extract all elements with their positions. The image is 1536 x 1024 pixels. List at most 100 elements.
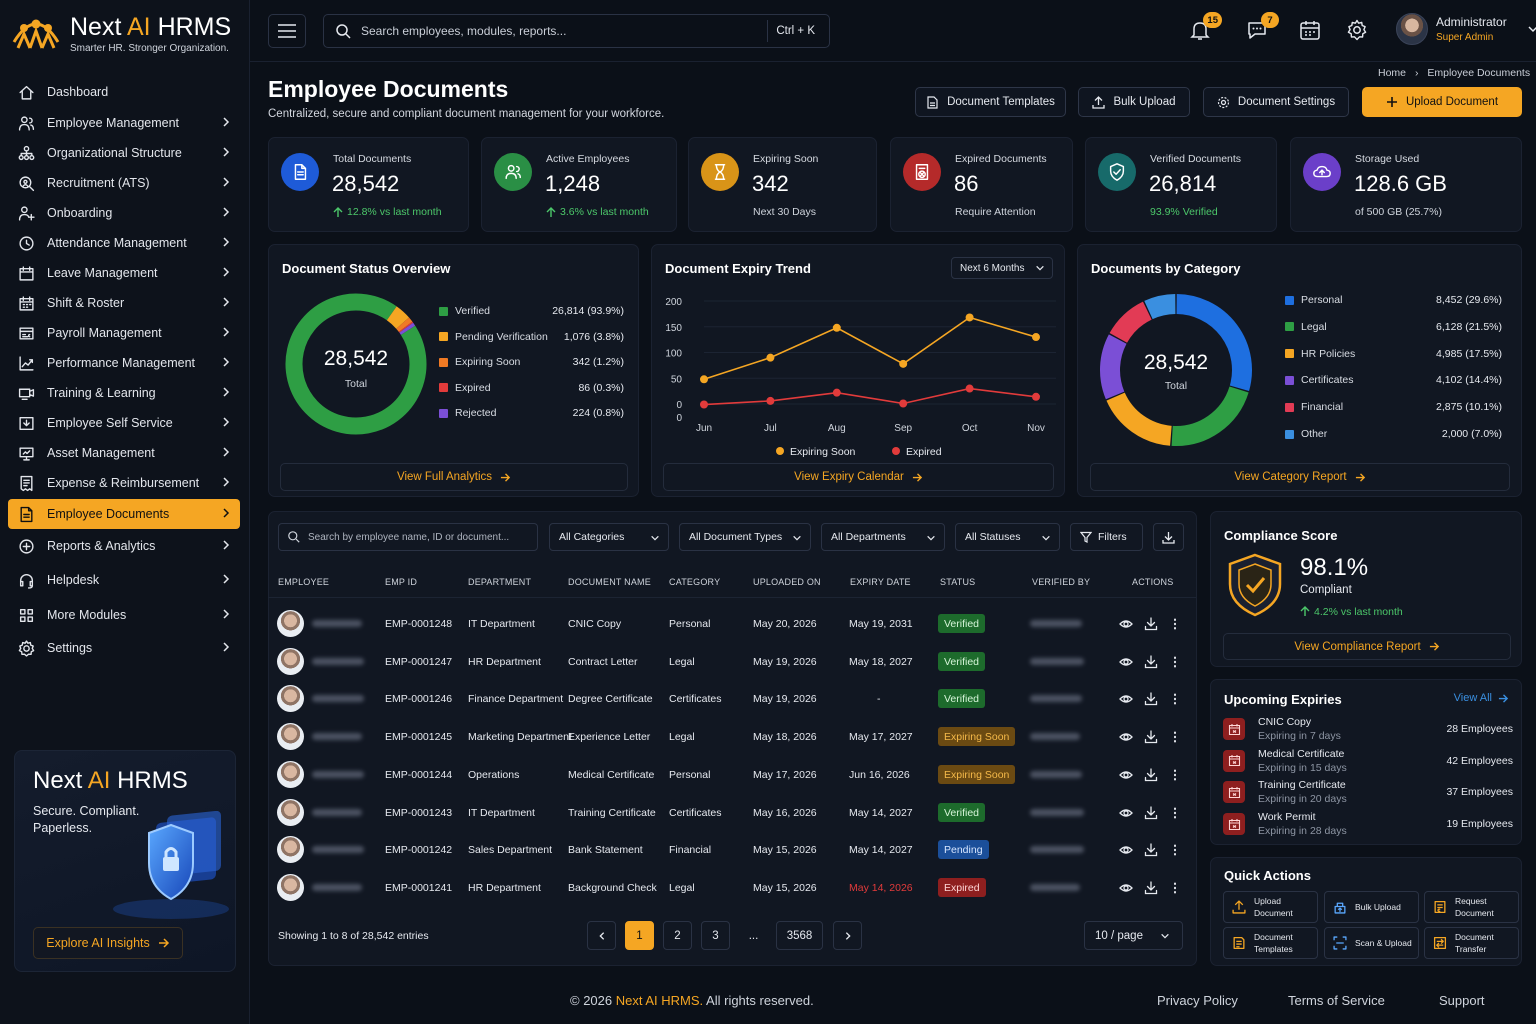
pagination-page-button[interactable]: 1 (625, 921, 654, 950)
table-row[interactable]: EMP-0001241 HR Department Background Check… (268, 869, 1196, 907)
sidebar-item-recruitment-ats[interactable]: Recruitment (ATS) (8, 168, 240, 198)
donut-slice-expiring-soon[interactable] (396, 317, 413, 332)
upcoming-expiry-item[interactable]: CNIC Copy Expiring in 7 days 28 Employees (1223, 716, 1513, 748)
kpi-card-storage-used[interactable]: Storage Used 128.6 GB of 500 GB (25.7%) (1290, 137, 1522, 232)
footer-privacy-link[interactable]: Privacy Policy (1157, 993, 1238, 1008)
explore-ai-insights-button[interactable]: Explore AI Insights (33, 927, 183, 959)
quick-action-bulk-upload[interactable]: Bulk Upload (1324, 891, 1419, 923)
download-icon[interactable] (1144, 692, 1158, 706)
download-icon[interactable] (1144, 730, 1158, 744)
more-vertical-icon[interactable] (1168, 655, 1182, 669)
kpi-card-total-documents[interactable]: Total Documents 28,542 12.8% vs last month (268, 137, 469, 232)
column-header[interactable]: DOCUMENT NAME (568, 577, 651, 587)
more-vertical-icon[interactable] (1168, 843, 1182, 857)
quick-action-document-transfer[interactable]: Document Transfer (1424, 927, 1519, 959)
sidebar-item-asset-management[interactable]: Asset Management (8, 438, 240, 468)
data-point[interactable] (832, 388, 841, 397)
sidebar-item-shift-roster[interactable]: Shift & Roster (8, 288, 240, 318)
data-point[interactable] (1032, 333, 1040, 342)
view-full-analytics-link[interactable]: View Full Analytics (280, 463, 628, 491)
donut-slice-other[interactable] (1144, 294, 1176, 320)
more-vertical-icon[interactable] (1168, 730, 1182, 744)
data-point[interactable] (766, 353, 775, 362)
department-filter-select[interactable]: All Departments (821, 523, 945, 551)
view-expiry-calendar-link[interactable]: View Expiry Calendar (663, 463, 1054, 491)
data-point[interactable] (766, 396, 775, 405)
table-row[interactable]: EMP-0001244 Operations Medical Certificate… (268, 756, 1196, 794)
category-filter-select[interactable]: All Categories (549, 523, 669, 551)
kpi-card-expiring-soon[interactable]: Expiring Soon 342 Next 30 Days (688, 137, 877, 232)
data-point[interactable] (899, 359, 908, 368)
data-point[interactable] (965, 313, 974, 322)
table-row[interactable]: EMP-0001247 HR Department Contract Letter L… (268, 643, 1196, 681)
column-header[interactable]: ACTIONS (1132, 577, 1174, 587)
donut-slice-hr-policies[interactable] (1106, 392, 1173, 446)
sidebar-item-employee-management[interactable]: Employee Management (8, 108, 240, 138)
table-search-input[interactable]: Search by employee name, ID or document.… (278, 523, 538, 551)
download-icon[interactable] (1144, 806, 1158, 820)
quick-action-scan-upload[interactable]: Scan & Upload (1324, 927, 1419, 959)
quick-action-request-document[interactable]: Request Document (1424, 891, 1519, 923)
column-header[interactable]: CATEGORY (669, 577, 721, 587)
notifications-button[interactable]: 15 (1188, 12, 1222, 42)
download-icon[interactable] (1144, 617, 1158, 631)
more-vertical-icon[interactable] (1168, 692, 1182, 706)
brand-logo[interactable]: Next AI HRMS Smarter HR. Stronger Organi… (10, 12, 231, 54)
donut-slice-certificates[interactable] (1100, 334, 1127, 400)
sidebar-item-reports-analytics[interactable]: Reports & Analytics (8, 531, 240, 561)
calendar-button[interactable] (1298, 18, 1322, 42)
footer-terms-link[interactable]: Terms of Service (1288, 993, 1385, 1008)
upload-document-button[interactable]: Upload Document (1362, 87, 1522, 117)
eye-icon[interactable] (1119, 617, 1133, 631)
pagination-page-button[interactable]: 2 (663, 921, 692, 950)
column-header[interactable]: DEPARTMENT (468, 577, 532, 587)
bulk-upload-button[interactable]: Bulk Upload (1078, 87, 1190, 117)
download-icon[interactable] (1144, 655, 1158, 669)
sidebar-item-training-learning[interactable]: Training & Learning (8, 378, 240, 408)
more-vertical-icon[interactable] (1168, 881, 1182, 895)
table-row[interactable]: EMP-0001245 Marketing Department Experienc… (268, 718, 1196, 756)
pagination-next-button[interactable] (833, 921, 862, 950)
quick-action-document-templates[interactable]: Document Templates (1223, 927, 1318, 959)
more-vertical-icon[interactable] (1168, 768, 1182, 782)
column-header[interactable]: STATUS (940, 577, 976, 587)
messages-button[interactable]: 7 (1245, 12, 1279, 42)
document-type-filter-select[interactable]: All Document Types (679, 523, 811, 551)
document-templates-button[interactable]: Document Templates (915, 87, 1066, 117)
eye-icon[interactable] (1119, 843, 1133, 857)
sidebar-item-organizational-structure[interactable]: Organizational Structure (8, 138, 240, 168)
kpi-card-expired-documents[interactable]: Expired Documents 86 Require Attention (890, 137, 1073, 232)
eye-icon[interactable] (1119, 692, 1133, 706)
breadcrumb-home[interactable]: Home (1378, 67, 1407, 79)
sidebar-item-employee-self-service[interactable]: Employee Self Service (8, 408, 240, 438)
eye-icon[interactable] (1119, 768, 1133, 782)
sidebar-item-payroll-management[interactable]: Payroll Management (8, 318, 240, 348)
sidebar-item-more-modules[interactable]: More Modules (8, 600, 240, 630)
column-header[interactable]: EMPLOYEE (278, 577, 330, 587)
user-menu[interactable]: Administrator Super Admin (1396, 13, 1536, 45)
upcoming-view-all-link[interactable]: View All (1454, 692, 1509, 704)
more-vertical-icon[interactable] (1168, 617, 1182, 631)
donut-slice-legal[interactable] (1171, 386, 1249, 446)
sidebar-item-onboarding[interactable]: Onboarding (8, 198, 240, 228)
table-row[interactable]: EMP-0001243 IT Department Training Certifi… (268, 794, 1196, 832)
eye-icon[interactable] (1119, 730, 1133, 744)
table-row[interactable]: EMP-0001242 Sales Department Bank Statemen… (268, 831, 1196, 869)
status-filter-select[interactable]: All Statuses (955, 523, 1060, 551)
data-point[interactable] (965, 384, 974, 393)
data-point[interactable] (899, 399, 908, 408)
upcoming-expiry-item[interactable]: Work Permit Expiring in 28 days 19 Employe… (1223, 811, 1513, 843)
column-header[interactable]: EXPIRY DATE (850, 577, 911, 587)
data-point[interactable] (1032, 392, 1040, 401)
data-point[interactable] (700, 400, 708, 409)
table-row[interactable]: EMP-0001248 IT Department CNIC Copy Persona… (268, 605, 1196, 643)
donut-slice-verified[interactable] (285, 293, 427, 435)
quick-action-upload-document[interactable]: Upload Document (1223, 891, 1318, 923)
data-point[interactable] (832, 323, 841, 332)
donut-slice-pending-verification[interactable] (386, 306, 410, 329)
export-button[interactable] (1153, 523, 1184, 551)
global-search-input[interactable]: Search employees, modules, reports... Ct… (323, 14, 830, 48)
column-header[interactable]: UPLOADED ON (753, 577, 821, 587)
kpi-card-verified-documents[interactable]: Verified Documents 26,814 93.9% Verified (1085, 137, 1277, 232)
donut-slice-rejected[interactable] (399, 322, 416, 335)
